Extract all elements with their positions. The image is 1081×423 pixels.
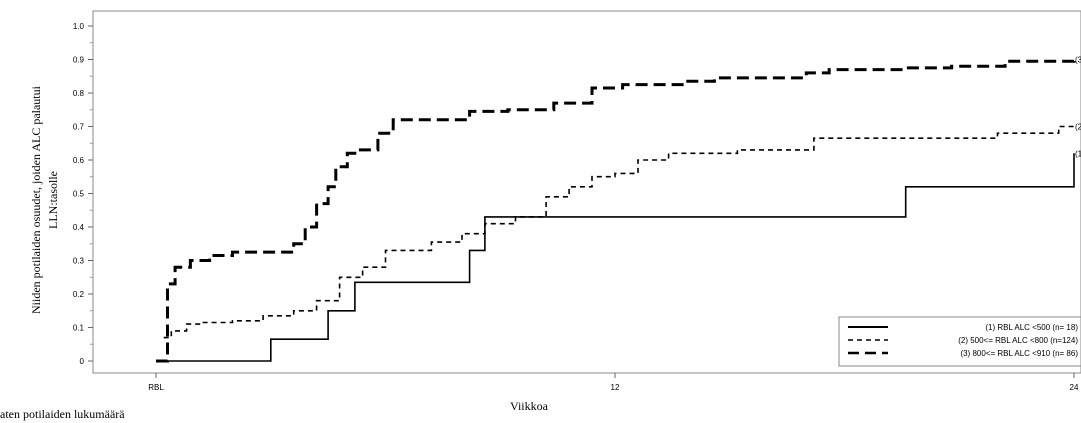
legend-entry-1: (1) RBL ALC <500 (n= 18) — [985, 323, 1078, 332]
y-tick-label: 1.0 — [73, 22, 85, 31]
legend-box — [838, 316, 1081, 367]
y-tick-label: 0.9 — [73, 56, 85, 65]
y-tick-label: 0.5 — [73, 190, 85, 199]
y-tick-label: 0 — [80, 357, 85, 366]
y-tick-label: 0.1 — [73, 324, 85, 333]
series-lines — [156, 59, 1076, 363]
bottom-left-caption: aten potilaiden lukumäärä — [0, 407, 125, 421]
x-axis: RBL 12 24 — [148, 373, 1079, 392]
x-tick-label: 24 — [1070, 383, 1079, 392]
x-axis-label: Viikkoa — [510, 399, 549, 413]
series-end-label-1: (1 — [1075, 149, 1081, 158]
y-axis-label-line-1: Niiden potilaiden osuudet, joiden ALC pa… — [29, 85, 43, 314]
x-tick-label: 12 — [611, 383, 620, 392]
x-tick-label: RBL — [148, 383, 164, 392]
series-line-2 — [163, 125, 1074, 339]
series-line-3 — [156, 59, 1076, 363]
y-tick-label: 0.2 — [73, 290, 85, 299]
legend: (1) RBL ALC <500 (n= 18) (2) 500<= RBL A… — [838, 316, 1081, 367]
y-tick-label: 0.6 — [73, 156, 85, 165]
legend-entry-2: (2) 500<= RBL ALC <800 (n=124) — [958, 336, 1078, 345]
y-axis: 0 0.1 0.2 0.3 0.4 0.5 0.6 0.7 0.8 0.9 1.0 — [73, 11, 94, 373]
y-axis-label-line-2: LLN:tasolle — [46, 171, 60, 229]
series-end-label-3: (3 — [1075, 56, 1081, 65]
series-end-labels: (1 (2 (3 — [1075, 56, 1081, 159]
series-line-1 — [156, 153, 1075, 362]
y-tick-label: 0.7 — [73, 123, 85, 132]
y-tick-label: 0.4 — [73, 223, 85, 232]
legend-entry-3: (3) 800<= RBL ALC <910 (n= 86) — [960, 349, 1078, 358]
y-tick-label: 0.3 — [73, 257, 85, 266]
series-end-label-2: (2 — [1075, 123, 1081, 132]
y-tick-label: 0.8 — [73, 89, 85, 98]
